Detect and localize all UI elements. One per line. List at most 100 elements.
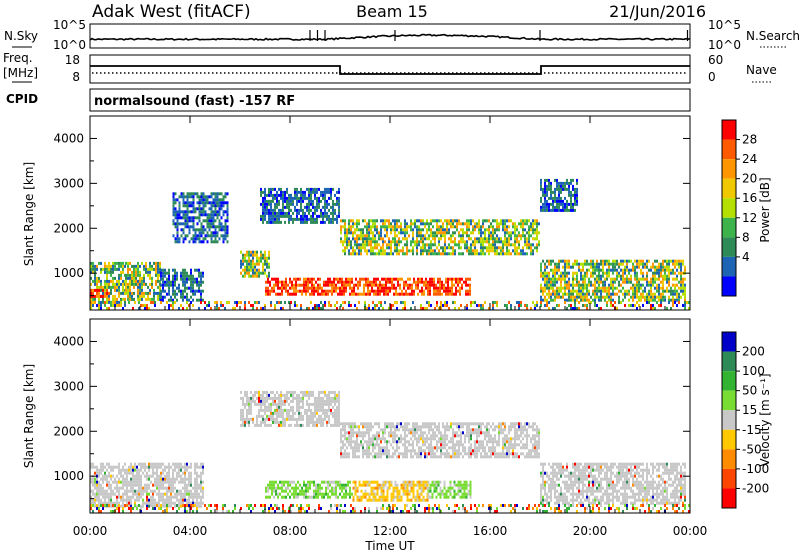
echo-cell bbox=[238, 301, 240, 304]
echo-cell bbox=[274, 214, 276, 218]
echo-cell bbox=[190, 465, 192, 469]
echo-cell bbox=[342, 301, 344, 304]
echo-cell bbox=[302, 399, 304, 403]
echo-cell bbox=[258, 262, 260, 266]
echo-cell bbox=[490, 246, 492, 250]
echo-cell bbox=[271, 277, 273, 281]
power-echoes bbox=[90, 178, 690, 310]
echo-cell bbox=[510, 307, 512, 310]
echo-cell bbox=[110, 483, 112, 487]
echo-cell bbox=[202, 280, 204, 284]
echo-cell bbox=[196, 498, 198, 502]
echo-cell bbox=[192, 289, 194, 293]
echo-cell bbox=[248, 271, 250, 275]
echo-cell bbox=[436, 228, 438, 232]
echo-cell bbox=[638, 304, 640, 307]
echo-cell bbox=[468, 237, 470, 241]
echo-cell bbox=[580, 271, 582, 275]
echo-cell bbox=[428, 225, 430, 229]
echo-cell bbox=[274, 208, 276, 212]
echo-cell bbox=[246, 396, 248, 400]
echo-cell bbox=[390, 225, 392, 229]
echo-cell bbox=[303, 283, 305, 287]
echo-cell bbox=[684, 301, 686, 304]
echo-cell bbox=[396, 222, 398, 226]
echo-cell bbox=[310, 417, 312, 421]
echo-cell bbox=[338, 402, 340, 406]
echo-cell bbox=[642, 274, 644, 278]
echo-cell bbox=[594, 271, 596, 275]
cpid-panel-frame bbox=[89, 88, 691, 112]
echo-cell bbox=[396, 240, 398, 244]
echo-cell bbox=[327, 289, 329, 293]
echo-cell bbox=[132, 471, 134, 475]
echo-cell bbox=[266, 211, 268, 215]
echo-cell bbox=[218, 222, 221, 226]
echo-cell bbox=[190, 471, 192, 475]
echo-cell bbox=[128, 465, 130, 469]
echo-cell bbox=[608, 265, 610, 269]
echo-cell bbox=[190, 480, 192, 484]
echo-cell bbox=[200, 240, 203, 244]
echo-cell bbox=[118, 273, 120, 277]
echo-cell bbox=[190, 277, 192, 281]
echo-cell bbox=[120, 486, 122, 490]
echo-cell bbox=[526, 240, 528, 244]
echo-cell bbox=[184, 225, 187, 229]
echo-cell bbox=[248, 262, 250, 266]
echo-cell bbox=[131, 276, 133, 280]
echo-cell bbox=[152, 495, 154, 499]
echo-cell bbox=[388, 243, 390, 247]
echo-cell bbox=[224, 307, 226, 310]
echo-cell bbox=[562, 187, 564, 191]
echo-cell bbox=[342, 240, 344, 244]
echo-cell bbox=[367, 289, 369, 293]
echo-cell bbox=[220, 204, 223, 208]
echo-cell bbox=[336, 420, 338, 424]
cpid-label: CPID bbox=[6, 92, 38, 106]
echo-cell bbox=[592, 298, 594, 302]
echo-cell bbox=[94, 480, 96, 484]
echo-cell bbox=[192, 286, 194, 290]
echo-cell bbox=[134, 468, 136, 472]
echo-cell bbox=[118, 264, 120, 268]
echo-cell bbox=[353, 292, 355, 296]
echo-cell bbox=[544, 274, 546, 278]
echo-cell bbox=[198, 268, 200, 272]
echo-cell bbox=[154, 477, 156, 481]
echo-cell bbox=[262, 262, 264, 266]
echo-cell bbox=[264, 259, 266, 263]
echo-cell bbox=[564, 181, 566, 185]
echo-cell bbox=[558, 193, 560, 197]
echo-cell bbox=[668, 271, 670, 275]
echo-cell bbox=[114, 501, 116, 505]
echo-cell bbox=[150, 489, 152, 493]
echo-cell bbox=[662, 286, 664, 290]
echo-cell bbox=[376, 252, 378, 256]
echo-cell bbox=[284, 193, 286, 197]
echo-cell bbox=[367, 280, 369, 284]
echo-cell bbox=[122, 297, 124, 301]
echo-cell bbox=[544, 178, 546, 182]
echo-cell bbox=[550, 202, 552, 206]
echo-cell bbox=[429, 286, 431, 290]
echo-cell bbox=[308, 211, 310, 215]
echo-cell bbox=[250, 250, 252, 254]
echo-cell bbox=[576, 283, 578, 287]
echo-cell bbox=[214, 213, 217, 217]
echo-cell bbox=[298, 405, 300, 409]
echo-cell bbox=[584, 286, 586, 290]
echo-cell bbox=[110, 492, 112, 496]
echo-cell bbox=[196, 280, 198, 284]
echo-cell bbox=[612, 292, 614, 296]
echo-cell bbox=[280, 399, 282, 403]
colorbar-tick-label: 20 bbox=[742, 172, 757, 186]
echo-cell bbox=[272, 211, 274, 215]
echo-cell bbox=[324, 187, 326, 191]
echo-cell bbox=[144, 483, 146, 487]
echo-cell bbox=[313, 495, 315, 499]
echo-cell bbox=[168, 468, 170, 472]
echo-cell bbox=[310, 414, 312, 418]
echo-cell bbox=[554, 280, 556, 284]
echo-cell bbox=[284, 402, 286, 406]
